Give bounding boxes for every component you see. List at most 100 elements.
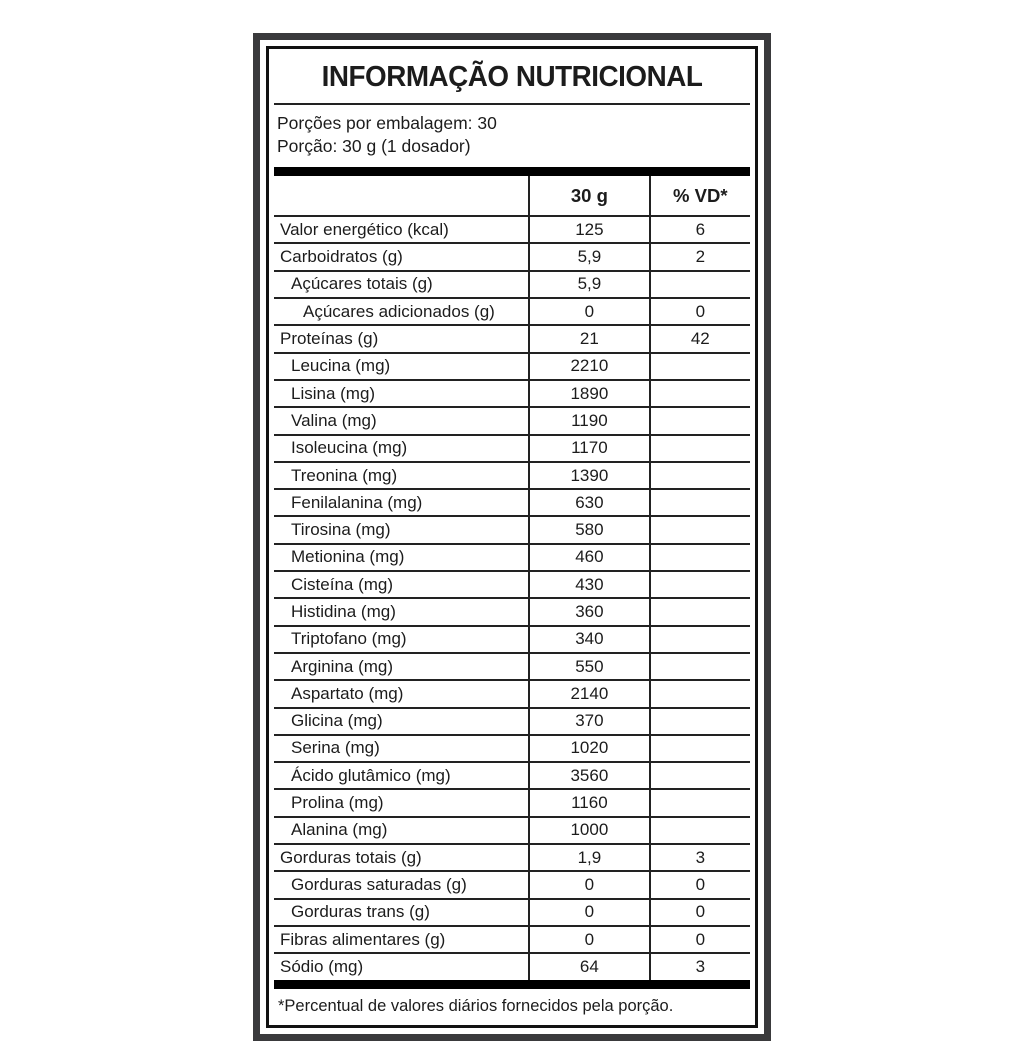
row-amount: 5,9 bbox=[528, 271, 648, 298]
table-row: Glicina (mg) 370 bbox=[274, 706, 750, 734]
row-amount: 1890 bbox=[528, 380, 648, 407]
row-dv bbox=[648, 735, 750, 762]
row-amount: 580 bbox=[528, 517, 648, 543]
table-row: Metionina (mg) 460 bbox=[274, 542, 750, 571]
table-row: Leucina (mg) 2210 bbox=[274, 351, 750, 379]
row-label: Gorduras totais (g) bbox=[280, 847, 422, 867]
row-dv bbox=[648, 790, 750, 816]
row-label: Aspartato (mg) bbox=[291, 683, 404, 703]
row-amount: 360 bbox=[528, 599, 648, 625]
row-amount: 125 bbox=[528, 217, 648, 243]
row-amount: 0 bbox=[528, 899, 648, 925]
row-dv: 6 bbox=[648, 217, 750, 243]
row-amount: 0 bbox=[528, 299, 648, 325]
row-dv: 3 bbox=[648, 954, 750, 980]
table-row: Açúcares adicionados (g) 0 0 bbox=[274, 297, 750, 325]
serving-size: Porção: 30 g (1 dosador) bbox=[277, 136, 471, 157]
table-row: Aspartato (mg) 2140 bbox=[274, 679, 750, 707]
header-dv-column: % VD* bbox=[648, 176, 750, 216]
row-dv bbox=[648, 708, 750, 734]
row-dv: 0 bbox=[648, 926, 750, 953]
row-label: Açúcares adicionados (g) bbox=[303, 301, 495, 321]
row-dv bbox=[648, 435, 750, 461]
row-amount: 430 bbox=[528, 572, 648, 598]
row-dv bbox=[648, 572, 750, 598]
table-row: Carboidratos (g) 5,9 2 bbox=[274, 242, 750, 270]
row-dv bbox=[648, 517, 750, 543]
row-label: Arginina (mg) bbox=[291, 656, 394, 676]
row-amount: 1,9 bbox=[528, 845, 648, 871]
row-dv: 0 bbox=[648, 872, 750, 898]
row-label: Proteínas (g) bbox=[280, 329, 379, 349]
row-label: Lisina (mg) bbox=[291, 383, 376, 403]
rows-container: Valor energético (kcal) 125 6 Carboidrat… bbox=[274, 215, 750, 980]
top-thick-divider bbox=[274, 167, 750, 177]
table-row: Lisina (mg) 1890 bbox=[274, 378, 750, 407]
row-amount: 550 bbox=[528, 653, 648, 680]
row-label: Fibras alimentares (g) bbox=[280, 929, 446, 949]
row-dv bbox=[648, 462, 750, 489]
table-row: Cisteína (mg) 430 bbox=[274, 570, 750, 598]
footnote: *Percentual de valores diários fornecido… bbox=[278, 996, 674, 1015]
row-label: Leucina (mg) bbox=[291, 356, 391, 376]
table-row: Valor energético (kcal) 125 6 bbox=[274, 215, 750, 243]
table-row: Fenilalanina (mg) 630 bbox=[274, 488, 750, 516]
row-dv: 42 bbox=[648, 326, 750, 352]
row-label: Alanina (mg) bbox=[291, 820, 388, 840]
row-amount: 64 bbox=[528, 954, 648, 980]
row-dv bbox=[648, 653, 750, 680]
table-row: Ácido glutâmico (mg) 3560 bbox=[274, 761, 750, 789]
row-label: Sódio (mg) bbox=[280, 956, 364, 976]
row-amount: 3560 bbox=[528, 763, 648, 789]
nutrition-table: 30 g % VD* Valor energético (kcal) 125 6… bbox=[274, 176, 750, 980]
row-label: Treonina (mg) bbox=[291, 465, 398, 485]
row-label: Gorduras saturadas (g) bbox=[291, 874, 467, 894]
row-label: Triptofano (mg) bbox=[291, 629, 407, 649]
row-label: Cisteína (mg) bbox=[291, 574, 394, 594]
row-dv bbox=[648, 380, 750, 407]
row-amount: 21 bbox=[528, 326, 648, 352]
row-label: Açúcares totais (g) bbox=[291, 274, 433, 294]
servings-per-package: Porções por embalagem: 30 bbox=[277, 113, 497, 133]
title-divider bbox=[274, 103, 750, 105]
row-dv: 0 bbox=[648, 299, 750, 325]
row-dv: 0 bbox=[648, 899, 750, 925]
row-amount: 1160 bbox=[528, 790, 648, 816]
table-row: Gorduras totais (g) 1,9 3 bbox=[274, 843, 750, 871]
row-dv bbox=[648, 490, 750, 516]
row-dv bbox=[648, 271, 750, 298]
table-row: Treonina (mg) 1390 bbox=[274, 460, 750, 489]
row-dv bbox=[648, 763, 750, 789]
row-amount: 340 bbox=[528, 626, 648, 652]
table-row: Prolina (mg) 1160 bbox=[274, 788, 750, 816]
row-dv bbox=[648, 599, 750, 625]
row-label: Prolina (mg) bbox=[291, 793, 384, 813]
row-amount: 2140 bbox=[528, 681, 648, 707]
row-amount: 370 bbox=[528, 708, 648, 734]
row-dv bbox=[648, 626, 750, 652]
table-header-row: 30 g % VD* bbox=[274, 176, 750, 216]
bottom-thick-divider bbox=[274, 979, 750, 989]
table-row: Sódio (mg) 64 3 bbox=[274, 952, 750, 980]
header-amount-column: 30 g bbox=[528, 176, 648, 216]
table-row: Triptofano (mg) 340 bbox=[274, 624, 750, 652]
row-label: Metionina (mg) bbox=[291, 547, 405, 567]
label-title: INFORMAÇÃO NUTRICIONAL bbox=[321, 61, 703, 93]
row-dv bbox=[648, 408, 750, 434]
row-amount: 460 bbox=[528, 544, 648, 571]
row-amount: 0 bbox=[528, 926, 648, 953]
row-dv bbox=[648, 544, 750, 571]
row-amount: 1020 bbox=[528, 735, 648, 762]
table-row: Fibras alimentares (g) 0 0 bbox=[274, 924, 750, 953]
table-row: Valina (mg) 1190 bbox=[274, 406, 750, 434]
row-label: Valor energético (kcal) bbox=[280, 219, 449, 239]
table-row: Isoleucina (mg) 1170 bbox=[274, 433, 750, 461]
row-amount: 1390 bbox=[528, 462, 648, 489]
row-dv bbox=[648, 817, 750, 844]
row-amount: 1190 bbox=[528, 408, 648, 434]
table-row: Açúcares totais (g) 5,9 bbox=[274, 269, 750, 298]
table-row: Tirosina (mg) 580 bbox=[274, 515, 750, 543]
row-label: Valina (mg) bbox=[291, 410, 377, 430]
row-amount: 0 bbox=[528, 872, 648, 898]
table-row: Alanina (mg) 1000 bbox=[274, 815, 750, 844]
